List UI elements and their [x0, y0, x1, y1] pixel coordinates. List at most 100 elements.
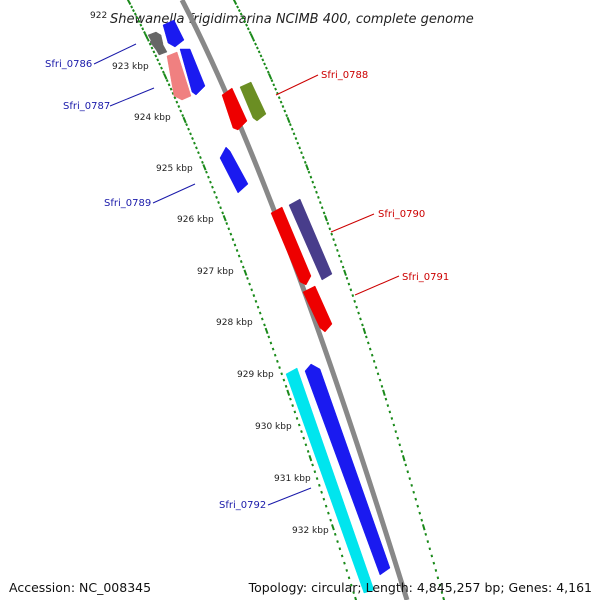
tick-mark	[229, 232, 233, 236]
kbp-label: 930 kbp	[255, 422, 292, 432]
gene-arrow[interactable]	[285, 367, 375, 594]
tick-mark	[160, 66, 163, 70]
tick-mark	[322, 497, 326, 501]
gene-label-sfri-0789[interactable]: Sfri_0789	[104, 198, 151, 209]
tick-mark	[137, 19, 141, 23]
tick-mark	[304, 443, 308, 447]
tick-mark	[130, 5, 134, 9]
tick-mark	[195, 146, 198, 150]
tick-mark	[436, 576, 440, 580]
gene-label-sfri-0786[interactable]: Sfri_0786	[45, 59, 92, 70]
tick-mark	[336, 540, 339, 543]
gene-label-sfri-0792[interactable]: Sfri_0792	[219, 500, 266, 511]
gene-arrow[interactable]	[162, 19, 185, 48]
tick-mark	[334, 243, 337, 247]
tick-mark	[440, 591, 444, 594]
tick-mark	[311, 180, 315, 184]
tick-mark	[355, 305, 358, 309]
tick-mark	[390, 417, 394, 420]
tick-mark	[315, 190, 318, 194]
gene-arrow[interactable]	[219, 146, 249, 194]
tick-mark	[260, 317, 264, 321]
tick-mark	[341, 265, 345, 269]
tick-mark	[197, 151, 200, 155]
tick-mark	[328, 227, 332, 231]
tick-mark	[202, 164, 207, 171]
gene-arrow[interactable]	[149, 31, 164, 56]
tick-mark	[267, 335, 271, 339]
tick-mark	[213, 190, 216, 194]
gene-arrow[interactable]	[221, 87, 248, 131]
tick-ring-inner	[126, 0, 358, 600]
tick-mark	[193, 141, 196, 145]
tick-mark	[278, 366, 281, 369]
tick-mark	[239, 260, 243, 264]
tick-mark	[246, 27, 250, 31]
genome-backbone	[179, 0, 410, 600]
tick-mark	[163, 73, 168, 80]
tick-mark	[392, 423, 396, 427]
accession-text: Accession: NC_008345	[9, 580, 152, 595]
tick-mark	[284, 384, 288, 388]
tick-mark	[279, 100, 283, 104]
tick-mark	[430, 554, 434, 558]
gene-arrow[interactable]	[304, 363, 391, 576]
tick-mark	[272, 83, 276, 87]
tick-mark	[307, 170, 311, 174]
tick-mark	[289, 397, 292, 401]
gene-arrow[interactable]	[288, 198, 333, 281]
tick-mark	[382, 389, 386, 396]
kbp-label: 931 kbp	[274, 474, 311, 484]
tick-mark	[271, 347, 275, 351]
tick-mark	[350, 583, 353, 587]
tick-mark	[414, 497, 418, 501]
tick-mark	[313, 470, 317, 474]
tick-mark	[347, 576, 351, 580]
tick-mark	[171, 91, 175, 95]
tick-mark	[233, 243, 237, 247]
tick-mark	[173, 96, 177, 100]
tick-mark	[290, 127, 294, 131]
tick-mark	[318, 201, 322, 205]
gene-label-sfri-0788[interactable]: Sfri_0788	[321, 70, 368, 81]
tick-mark	[326, 221, 330, 225]
tick-mark	[215, 195, 218, 199]
tick-mark	[239, 12, 243, 16]
gene-label-sfri-0791[interactable]: Sfri_0791	[402, 272, 449, 283]
tick-mark	[182, 116, 187, 124]
leader-line	[354, 275, 400, 296]
tick-mark	[175, 100, 179, 104]
tick-mark	[322, 211, 326, 215]
tick-mark	[150, 46, 154, 50]
gene-arrow[interactable]	[179, 48, 206, 96]
tick-mark	[135, 16, 139, 20]
gene-arrow[interactable]	[270, 206, 312, 286]
gene-label-sfri-0787[interactable]: Sfri_0787	[63, 101, 110, 112]
tick-mark	[362, 327, 367, 335]
tick-mark	[292, 132, 296, 136]
tick-mark	[339, 260, 343, 264]
tick-mark	[217, 201, 220, 204]
tick-mark	[297, 423, 301, 427]
tick-mark	[235, 249, 239, 252]
tick-mark	[420, 518, 424, 522]
tick-mark	[298, 146, 302, 150]
gene-arrow[interactable]	[239, 81, 267, 122]
tick-mark	[205, 170, 208, 174]
tick-ring-outer	[232, 0, 446, 600]
gene-arrow[interactable]	[166, 51, 192, 101]
tick-mark	[154, 54, 158, 58]
tick-mark	[181, 113, 185, 118]
tick-mark	[345, 276, 349, 280]
tick-mark	[199, 156, 202, 159]
gene-label-sfri-0790[interactable]: Sfri_0790	[378, 209, 425, 220]
tick-mark	[359, 317, 362, 321]
tick-mark	[398, 443, 402, 447]
tick-mark	[410, 483, 413, 487]
gene-arrow[interactable]	[302, 285, 333, 333]
tick-mark	[324, 504, 328, 508]
tick-mark	[252, 38, 256, 42]
tick-mark	[254, 299, 258, 303]
tick-mark	[286, 389, 291, 396]
